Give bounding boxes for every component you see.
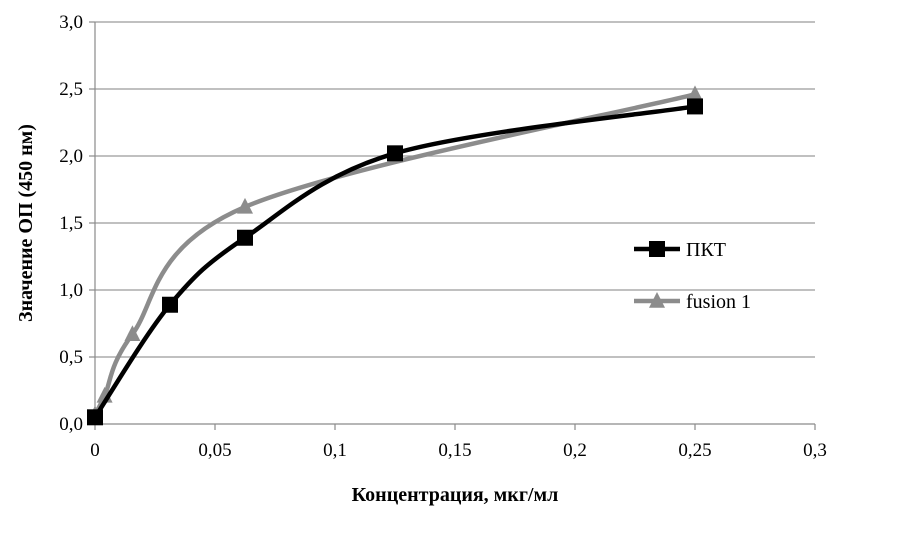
x-tick-label: 0,25 bbox=[678, 440, 711, 461]
data-point-marker bbox=[387, 145, 403, 162]
series-fusion-1 bbox=[87, 85, 703, 422]
series-line bbox=[92, 104, 698, 420]
data-point-marker bbox=[87, 409, 103, 426]
y-tick-label: 1,0 bbox=[59, 280, 83, 301]
legend-item: fusion 1 bbox=[634, 291, 751, 313]
x-tick-label: 0,3 bbox=[803, 440, 827, 461]
data-point-marker bbox=[124, 325, 141, 341]
x-tick-label: 0,1 bbox=[323, 440, 347, 461]
legend-item: ПКТ bbox=[634, 239, 726, 261]
data-point-marker bbox=[687, 85, 703, 102]
x-tick-label: 0,15 bbox=[438, 440, 471, 461]
y-tick-label: 2,0 bbox=[59, 146, 83, 167]
series-line bbox=[92, 92, 698, 417]
x-tick-label: 0 bbox=[90, 440, 100, 461]
tick-labels: 0,0 0,5 1,0 1,5 2,0 2,5 3,0 0 0,05 0,1 0,15 0,2 0,25… bbox=[59, 12, 827, 461]
y-tick-label: 3,0 bbox=[59, 12, 83, 33]
data-point-marker bbox=[162, 296, 178, 313]
legend-swatch-marker bbox=[649, 292, 665, 308]
x-axis-title: Концентрация, мкг/мл bbox=[352, 484, 559, 506]
axes bbox=[89, 21, 816, 430]
y-tick-label: 0,5 bbox=[59, 347, 83, 368]
y-tick-label: 0,0 bbox=[59, 414, 83, 435]
data-point-marker bbox=[687, 98, 703, 115]
x-tick-label: 0,05 bbox=[198, 440, 231, 461]
series-group bbox=[87, 85, 703, 426]
legend-label: ПКТ bbox=[686, 239, 726, 261]
legend: ПКТ fusion 1 bbox=[634, 239, 751, 313]
data-point-marker bbox=[237, 197, 253, 214]
x-tick-label: 0,2 bbox=[563, 440, 587, 461]
series-pkt bbox=[87, 98, 703, 426]
y-tick-label: 2,5 bbox=[59, 79, 83, 100]
legend-swatch-marker bbox=[649, 241, 665, 257]
legend-label: fusion 1 bbox=[686, 291, 751, 313]
y-tick-label: 1,5 bbox=[59, 213, 83, 234]
data-point-marker bbox=[237, 229, 253, 246]
y-axis-title: Значение ОП (450 нм) bbox=[15, 124, 37, 322]
